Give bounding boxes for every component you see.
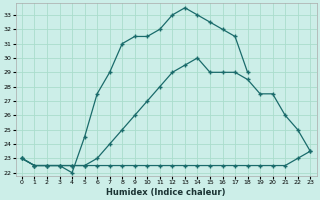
X-axis label: Humidex (Indice chaleur): Humidex (Indice chaleur) (106, 188, 226, 197)
